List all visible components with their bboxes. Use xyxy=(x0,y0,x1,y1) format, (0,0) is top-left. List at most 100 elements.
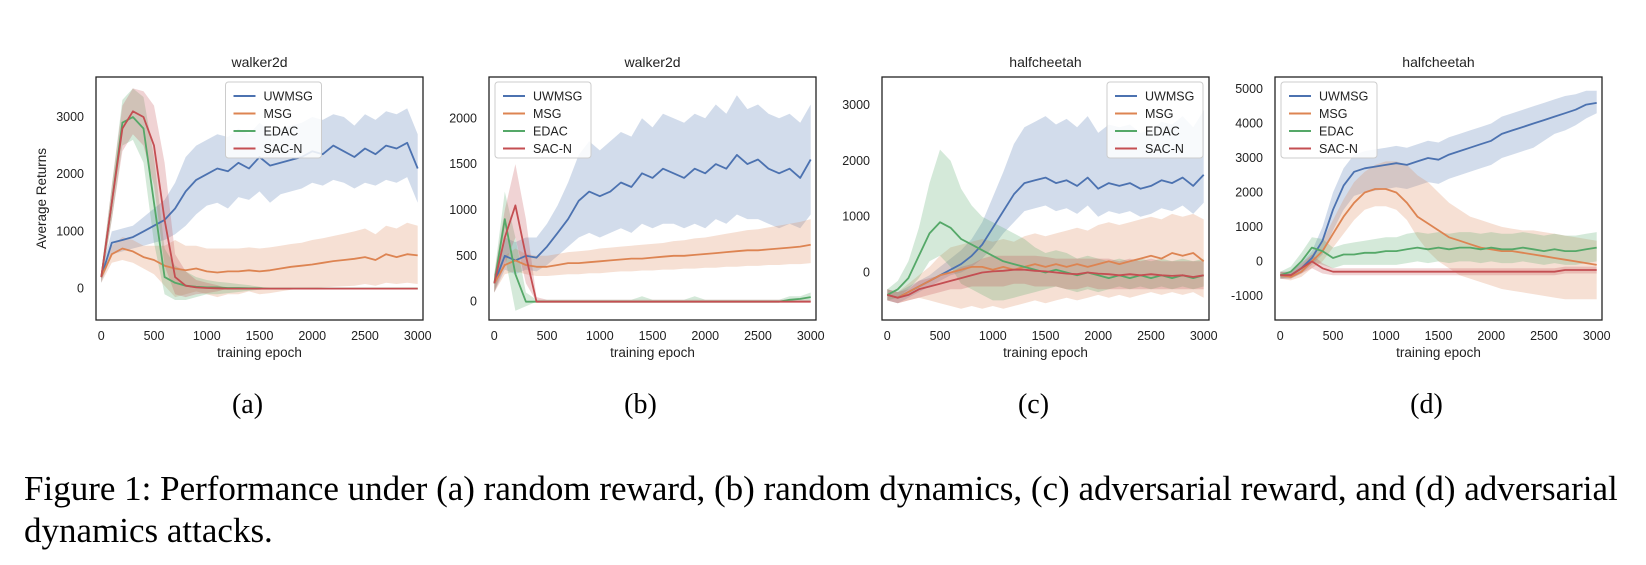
x-tick-label: 2500 xyxy=(351,329,379,343)
figure-panels: walker2d 0 500 1000 1500 2000 2500 3000 0 1000 200… xyxy=(34,54,1611,420)
x-tick-label: 3000 xyxy=(797,329,825,343)
y-tick-label: 1500 xyxy=(449,157,477,171)
panel-title: halfcheetah xyxy=(1009,54,1081,70)
legend-label-edac: EDAC xyxy=(1145,125,1180,139)
legend-label-edac: EDAC xyxy=(1319,125,1354,139)
x-axis-label: training epoch xyxy=(1396,345,1481,360)
band-msg xyxy=(494,219,811,293)
subfigure-label: (a) xyxy=(232,389,263,420)
legend-label-uwmsg: UWMSG xyxy=(533,90,582,104)
legend-label-uwmsg: UWMSG xyxy=(1145,90,1194,104)
subfigure-label: (c) xyxy=(1018,389,1049,420)
band-uwmsg xyxy=(101,108,418,283)
legend-box xyxy=(225,81,322,159)
y-tick-label: 1000 xyxy=(449,203,477,217)
line-sac-n xyxy=(493,204,811,303)
x-tick-label: 1500 xyxy=(246,329,274,343)
x-tick-label: 2500 xyxy=(744,329,772,343)
x-tick-label: 0 xyxy=(491,329,498,343)
band-uwmsg xyxy=(494,95,811,293)
legend-label-sac-n: SAC-N xyxy=(533,142,572,156)
axes-frame xyxy=(1274,76,1603,321)
x-tick-label: 500 xyxy=(1323,329,1344,343)
axes-frame xyxy=(881,76,1210,321)
y-tick-label: 3000 xyxy=(56,110,84,124)
band-uwmsg xyxy=(887,110,1204,304)
panel-title: walker2d xyxy=(623,54,680,70)
panel-d: halfcheetah 0 500 1000 1500 2000 2500 3000 -1000… xyxy=(1231,54,1611,420)
y-tick-label: 2000 xyxy=(1235,185,1263,199)
y-tick-label: 4000 xyxy=(1235,117,1263,131)
x-tick-label: 2000 xyxy=(1084,329,1112,343)
line-edac xyxy=(1280,246,1597,277)
legend-label-msg: MSG xyxy=(533,107,561,121)
plot-area xyxy=(886,110,1205,309)
legend: UWMSG MSG EDAC SAC-N xyxy=(225,81,322,159)
line-sac-n xyxy=(887,268,1204,299)
legend-label-msg: MSG xyxy=(1145,107,1173,121)
line-msg xyxy=(493,243,811,284)
y-tick-label: 1000 xyxy=(56,224,84,238)
line-uwmsg xyxy=(493,153,812,284)
plot-area xyxy=(1280,90,1597,300)
legend-label-edac: EDAC xyxy=(264,125,299,139)
x-tick-label: 2500 xyxy=(1137,329,1165,343)
x-tick-label: 3000 xyxy=(404,329,432,343)
band-msg xyxy=(101,222,418,298)
band-edac xyxy=(494,191,811,311)
y-tick-label: 500 xyxy=(456,249,477,263)
legend-label-edac: EDAC xyxy=(533,125,568,139)
legend: UWMSG MSG EDAC SAC-N xyxy=(1106,81,1204,159)
x-tick-label: 0 xyxy=(1277,329,1284,343)
x-tick-label: 0 xyxy=(884,329,891,343)
line-msg xyxy=(1280,188,1597,278)
line-edac xyxy=(886,221,1204,296)
panel-title: halfcheetah xyxy=(1402,54,1474,70)
panel-c: halfcheetah 0 500 1000 1500 2000 2500 3000 0 1000… xyxy=(842,54,1217,420)
x-tick-label: 500 xyxy=(537,329,558,343)
legend-label-sac-n: SAC-N xyxy=(264,142,303,156)
legend-label-msg: MSG xyxy=(1319,107,1347,121)
charts-svg: walker2d 0 500 1000 1500 2000 2500 3000 0 1000 200… xyxy=(34,54,1611,420)
line-msg xyxy=(100,247,418,278)
y-tick-label: 0 xyxy=(1256,254,1263,268)
legend-label-uwmsg: UWMSG xyxy=(1319,90,1368,104)
y-tick-label: 2000 xyxy=(842,154,870,168)
x-tick-label: 1000 xyxy=(1372,329,1400,343)
y-tick-label: 2000 xyxy=(56,167,84,181)
x-tick-label: 500 xyxy=(144,329,165,343)
x-axis-label: training epoch xyxy=(217,345,302,360)
band-uwmsg xyxy=(1280,90,1597,279)
x-axis-label: training epoch xyxy=(610,345,695,360)
y-tick-label: 5000 xyxy=(1235,82,1263,96)
legend-label-sac-n: SAC-N xyxy=(1145,142,1184,156)
legend-label-msg: MSG xyxy=(264,107,292,121)
y-tick-label: 1000 xyxy=(1235,220,1263,234)
x-tick-label: 1500 xyxy=(1425,329,1453,343)
y-tick-label: 0 xyxy=(863,266,870,280)
panel-b: walker2d 0 500 1000 1500 2000 2500 3000 0 500 1000… xyxy=(449,54,824,420)
y-tick-label: -1000 xyxy=(1231,289,1263,303)
x-tick-label: 1500 xyxy=(1032,329,1060,343)
line-uwmsg xyxy=(1280,102,1597,277)
subfigure-label: (b) xyxy=(624,389,657,420)
band-msg xyxy=(887,213,1204,309)
panel-a: walker2d 0 500 1000 1500 2000 2500 3000 0 1000 200… xyxy=(34,54,432,420)
plot-area xyxy=(100,88,419,301)
x-tick-label: 3000 xyxy=(1190,329,1218,343)
band-edac xyxy=(1280,232,1597,279)
y-axis-label: Average Returns xyxy=(34,148,49,249)
line-msg xyxy=(887,252,1205,299)
legend-label-sac-n: SAC-N xyxy=(1319,142,1358,156)
legend: UWMSG MSG EDAC SAC-N xyxy=(494,81,592,159)
x-tick-label: 1000 xyxy=(586,329,614,343)
x-tick-label: 0 xyxy=(98,329,105,343)
plot-area xyxy=(493,95,812,311)
y-tick-label: 3000 xyxy=(842,98,870,112)
axes-frame xyxy=(95,76,424,321)
x-tick-label: 2000 xyxy=(1477,329,1505,343)
x-axis-label: training epoch xyxy=(1003,345,1088,360)
figure-caption: Figure 1: Performance under (a) random r… xyxy=(24,469,1618,550)
x-tick-label: 1000 xyxy=(979,329,1007,343)
y-tick-label: 0 xyxy=(77,282,84,296)
